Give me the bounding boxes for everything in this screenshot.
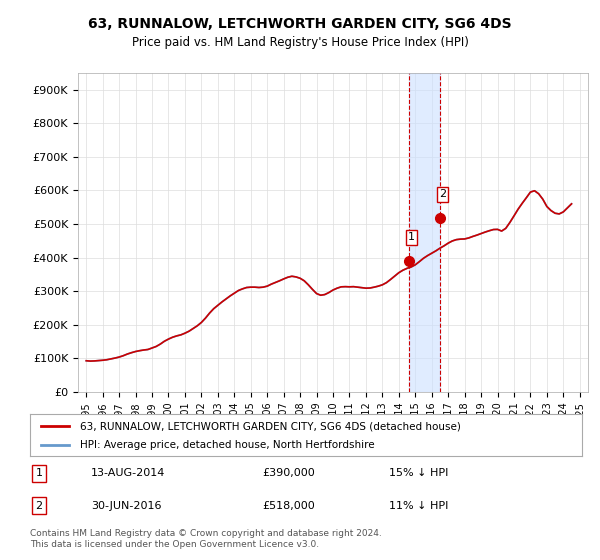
Text: £390,000: £390,000 — [262, 468, 314, 478]
Text: 1: 1 — [35, 468, 43, 478]
Text: Price paid vs. HM Land Registry's House Price Index (HPI): Price paid vs. HM Land Registry's House … — [131, 36, 469, 49]
Bar — [409, 73, 440, 392]
Text: 63, RUNNALOW, LETCHWORTH GARDEN CITY, SG6 4DS (detached house): 63, RUNNALOW, LETCHWORTH GARDEN CITY, SG… — [80, 421, 461, 431]
Text: 15% ↓ HPI: 15% ↓ HPI — [389, 468, 448, 478]
Text: Contains HM Land Registry data © Crown copyright and database right 2024.
This d: Contains HM Land Registry data © Crown c… — [30, 529, 382, 549]
Text: 1: 1 — [408, 232, 415, 242]
Text: 63, RUNNALOW, LETCHWORTH GARDEN CITY, SG6 4DS: 63, RUNNALOW, LETCHWORTH GARDEN CITY, SG… — [88, 17, 512, 31]
Text: HPI: Average price, detached house, North Hertfordshire: HPI: Average price, detached house, Nort… — [80, 440, 374, 450]
Text: £518,000: £518,000 — [262, 501, 314, 511]
Text: 2: 2 — [439, 189, 446, 199]
Text: 30-JUN-2016: 30-JUN-2016 — [91, 501, 161, 511]
Text: 2: 2 — [35, 501, 43, 511]
Text: 13-AUG-2014: 13-AUG-2014 — [91, 468, 165, 478]
Text: 11% ↓ HPI: 11% ↓ HPI — [389, 501, 448, 511]
